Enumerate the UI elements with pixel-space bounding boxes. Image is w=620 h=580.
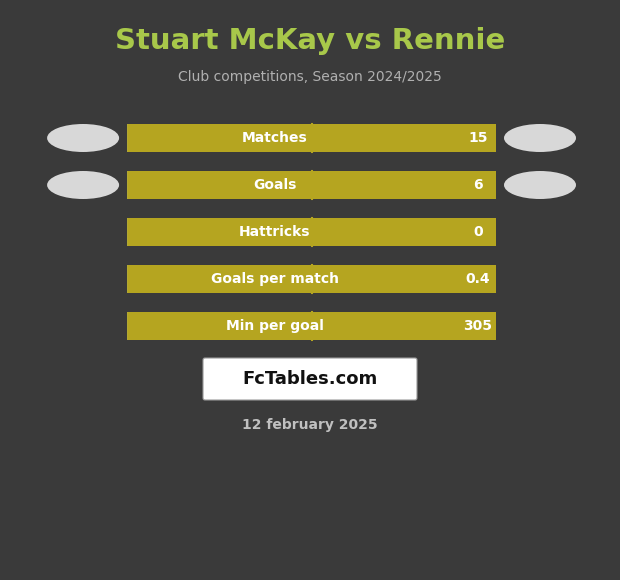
Text: 0: 0 <box>473 225 483 239</box>
FancyBboxPatch shape <box>203 358 417 400</box>
FancyBboxPatch shape <box>127 171 496 199</box>
Text: Matches: Matches <box>242 131 308 145</box>
Ellipse shape <box>504 171 576 199</box>
Ellipse shape <box>47 171 119 199</box>
Text: 12 february 2025: 12 february 2025 <box>242 418 378 432</box>
Text: Stuart McKay vs Rennie: Stuart McKay vs Rennie <box>115 27 505 55</box>
Text: Min per goal: Min per goal <box>226 319 324 333</box>
FancyBboxPatch shape <box>127 312 496 340</box>
Text: 0.4: 0.4 <box>466 272 490 286</box>
Ellipse shape <box>47 124 119 152</box>
Ellipse shape <box>504 124 576 152</box>
FancyBboxPatch shape <box>127 171 496 199</box>
Text: Goals: Goals <box>253 178 296 192</box>
Text: 305: 305 <box>464 319 492 333</box>
Text: FcTables.com: FcTables.com <box>242 370 378 388</box>
Text: Hattricks: Hattricks <box>239 225 311 239</box>
Text: Club competitions, Season 2024/2025: Club competitions, Season 2024/2025 <box>178 70 442 84</box>
Text: 6: 6 <box>473 178 483 192</box>
FancyBboxPatch shape <box>127 124 496 152</box>
Text: Goals per match: Goals per match <box>211 272 339 286</box>
FancyBboxPatch shape <box>127 265 496 293</box>
FancyBboxPatch shape <box>127 218 496 246</box>
FancyBboxPatch shape <box>127 218 496 246</box>
FancyBboxPatch shape <box>127 312 496 340</box>
FancyBboxPatch shape <box>127 265 496 293</box>
Text: 15: 15 <box>468 131 488 145</box>
FancyBboxPatch shape <box>127 124 496 152</box>
